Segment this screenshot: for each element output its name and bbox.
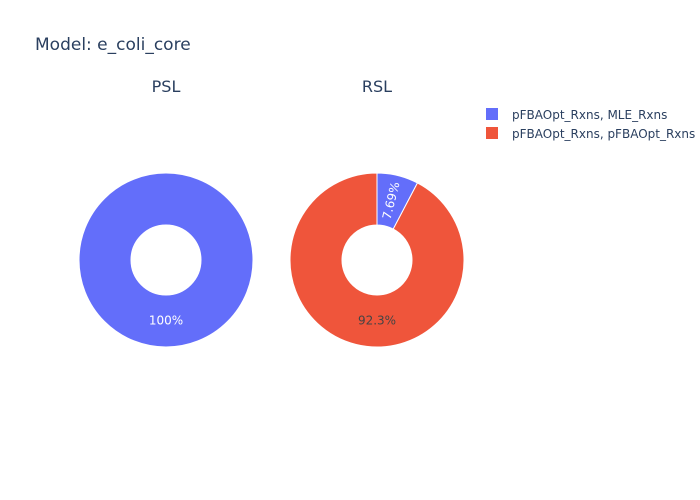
slice-label-psl-mle-rxns: 100% (149, 314, 183, 328)
legend-label-mle-rxns[interactable]: pFBAOpt_Rxns, MLE_Rxns (512, 108, 667, 122)
donut-chart-psl: 100% (78, 172, 254, 348)
legend-swatch-mle-rxns[interactable] (486, 108, 498, 120)
donut-slice-psl-mle-rxns[interactable] (78, 172, 254, 348)
slice-label-rsl-pfbaopt-rxns: 92.3% (358, 314, 396, 328)
donut-slice-rsl-pfbaopt-rxns[interactable] (289, 172, 465, 348)
legend-swatch-pfbaopt-rxns[interactable] (486, 127, 498, 139)
donut-chart-rsl: 7.69%92.3% (289, 172, 465, 348)
subplot-title-rsl: RSL (362, 77, 392, 96)
legend-label-pfbaopt-rxns[interactable]: pFBAOpt_Rxns, pFBAOpt_Rxns (512, 127, 695, 141)
chart-legend: pFBAOpt_Rxns, MLE_Rxns pFBAOpt_Rxns, pFB… (486, 108, 695, 141)
chart-title: Model: e_coli_core (35, 35, 191, 55)
subplot-title-psl: PSL (152, 77, 181, 96)
